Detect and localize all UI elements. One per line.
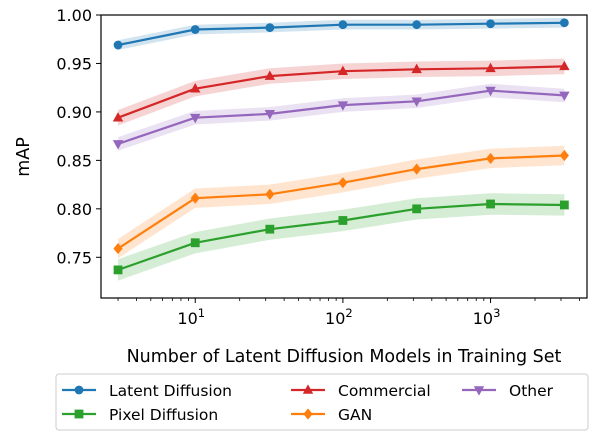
x-tick-exponent: 3 (493, 306, 500, 320)
point-pixel-diffusion (190, 238, 200, 248)
point-commercial (411, 63, 422, 74)
y-tick-label: 0.85 (56, 151, 92, 170)
point-other (559, 91, 570, 102)
point-other (411, 97, 422, 107)
series-lines (117, 21, 565, 271)
legend: Latent Diffusion Pixel Diffusion Commercia… (55, 373, 589, 431)
band-other (118, 83, 565, 151)
y-tick-label: 0.95 (56, 54, 92, 73)
point-gan (265, 188, 275, 200)
legend-swatch-marker (74, 409, 84, 419)
x-axis-label: Number of Latent Diffusion Models in Tra… (127, 347, 562, 367)
point-other (485, 86, 496, 97)
point-commercial (190, 83, 201, 93)
point-gan (412, 163, 422, 175)
point-commercial (485, 62, 496, 73)
series-markers (112, 18, 570, 275)
point-latent-diffusion (265, 23, 275, 32)
x-tick-label: 101 (177, 306, 205, 328)
point-gan (338, 177, 348, 189)
legend-label: Other (509, 382, 554, 400)
point-other (190, 113, 201, 124)
plot-area-frame (100, 14, 588, 299)
y-tick-label: 0.80 (56, 200, 92, 219)
x-tick-base: 10 (325, 309, 345, 328)
point-latent-diffusion (559, 18, 569, 28)
point-latent-diffusion (486, 19, 495, 29)
legend-item-latent-diffusion: Latent Diffusion (62, 382, 232, 400)
point-pixel-diffusion (338, 216, 348, 225)
y-tick-label: 0.90 (56, 103, 92, 122)
legend-item-commercial: Commercial (291, 382, 431, 400)
point-pixel-diffusion (486, 199, 495, 209)
legend-swatch-marker (473, 386, 485, 396)
legend-label: GAN (338, 406, 372, 424)
point-latent-diffusion (113, 40, 123, 50)
x-tick-label: 103 (473, 306, 501, 328)
point-pixel-diffusion (412, 204, 422, 214)
legend-label: Commercial (338, 382, 431, 400)
band-commercial (118, 58, 565, 126)
point-other (112, 140, 124, 150)
point-gan (559, 149, 569, 162)
point-other (264, 110, 276, 120)
x-tick-base: 10 (177, 309, 197, 328)
legend-item-pixel-diffusion: Pixel Diffusion (62, 406, 218, 424)
confidence-bands (118, 17, 565, 281)
point-other (337, 101, 349, 111)
band-latent-diffusion (118, 17, 565, 50)
legend-label: Latent Diffusion (109, 382, 232, 400)
point-gan (113, 242, 123, 255)
x-tick-base: 10 (473, 309, 493, 328)
point-latent-diffusion (190, 25, 200, 34)
point-pixel-diffusion (265, 224, 275, 234)
point-commercial (112, 112, 124, 122)
y-axis-ticks: 0.75 0.80 0.85 0.90 0.95 1.00 (56, 6, 101, 267)
legend-item-other: Other (462, 382, 554, 400)
y-tick-label: 1.00 (56, 6, 92, 25)
point-latent-diffusion (338, 20, 348, 30)
point-gan (485, 152, 496, 165)
point-pixel-diffusion (113, 265, 123, 275)
point-latent-diffusion (412, 20, 422, 30)
point-commercial (559, 60, 570, 71)
x-tick-label: 102 (325, 306, 353, 328)
point-gan (190, 192, 200, 204)
y-tick-label: 0.75 (56, 248, 92, 267)
x-axis-ticks: 101 102 103 (117, 298, 580, 328)
legend-frame (55, 373, 589, 431)
legend-swatch-marker (74, 385, 84, 395)
point-commercial (264, 70, 276, 80)
legend-swatch-marker (303, 408, 313, 420)
band-pixel-diffusion (118, 193, 565, 281)
point-pixel-diffusion (559, 200, 569, 210)
legend-swatch-marker (302, 384, 314, 394)
x-tick-exponent: 2 (345, 306, 352, 320)
x-tick-exponent: 1 (198, 306, 205, 320)
point-commercial (337, 65, 349, 76)
legend-item-gan: GAN (291, 406, 372, 424)
y-axis-label: mAP (14, 137, 34, 177)
legend-label: Pixel Diffusion (109, 406, 218, 424)
